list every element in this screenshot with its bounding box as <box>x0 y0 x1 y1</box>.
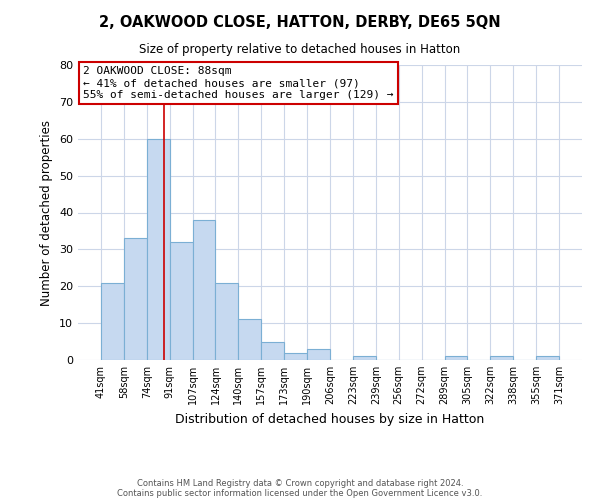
Text: Contains HM Land Registry data © Crown copyright and database right 2024.: Contains HM Land Registry data © Crown c… <box>137 478 463 488</box>
Bar <box>147 138 170 360</box>
Bar <box>101 282 124 360</box>
Bar <box>536 356 559 360</box>
Y-axis label: Number of detached properties: Number of detached properties <box>40 120 53 306</box>
Bar <box>490 356 513 360</box>
Text: Size of property relative to detached houses in Hatton: Size of property relative to detached ho… <box>139 42 461 56</box>
Bar <box>353 356 376 360</box>
Text: Contains public sector information licensed under the Open Government Licence v3: Contains public sector information licen… <box>118 488 482 498</box>
Bar <box>307 349 330 360</box>
Bar <box>215 282 238 360</box>
X-axis label: Distribution of detached houses by size in Hatton: Distribution of detached houses by size … <box>175 412 485 426</box>
Bar <box>193 220 215 360</box>
Bar <box>170 242 193 360</box>
Bar <box>238 320 261 360</box>
Bar <box>124 238 147 360</box>
Bar <box>284 352 307 360</box>
Bar <box>445 356 467 360</box>
Text: 2, OAKWOOD CLOSE, HATTON, DERBY, DE65 5QN: 2, OAKWOOD CLOSE, HATTON, DERBY, DE65 5Q… <box>99 15 501 30</box>
Bar <box>261 342 284 360</box>
Text: 2 OAKWOOD CLOSE: 88sqm
← 41% of detached houses are smaller (97)
55% of semi-det: 2 OAKWOOD CLOSE: 88sqm ← 41% of detached… <box>83 66 394 100</box>
